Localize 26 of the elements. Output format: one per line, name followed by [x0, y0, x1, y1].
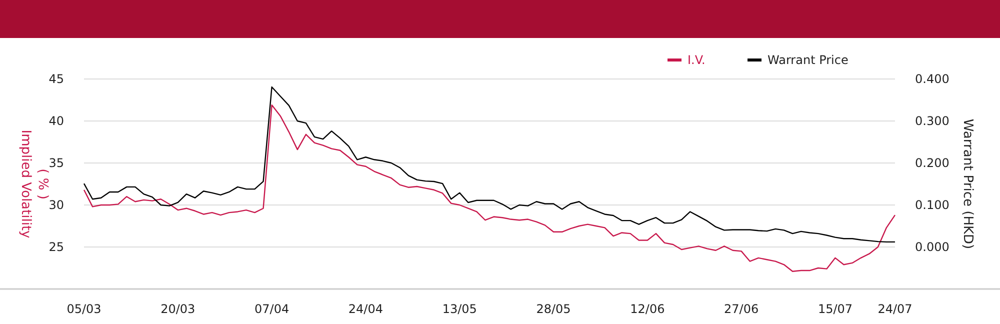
x-tick-label: 07/04: [254, 302, 290, 316]
x-tick-label: 12/06: [630, 302, 665, 316]
y-tick-label: 40: [48, 114, 64, 128]
y-tick-label: 45: [48, 72, 64, 86]
x-tick-label: 05/03: [66, 302, 102, 316]
legend-label: I.V.: [688, 53, 706, 68]
x-tick-label: 24/04: [348, 302, 384, 316]
line-series: [83, 104, 896, 272]
y-tick-label: 30: [48, 198, 64, 212]
legend-label: Warrant Price: [768, 53, 848, 68]
x-tick-label: 28/05: [536, 302, 571, 316]
y2-axis-title: Warrant Price (HKD): [960, 118, 975, 250]
y2-tick-label: 0.300: [915, 114, 950, 128]
y2-tick-label: 0.200: [915, 156, 950, 170]
x-tick-label: 20/03: [160, 302, 196, 316]
y2-tick-label: 0.100: [915, 198, 950, 212]
y-axis-title: Implied Volatility ( % ): [18, 130, 50, 239]
y2-tick-label: 0.000: [915, 240, 950, 254]
y-tick-label: 25: [48, 240, 64, 254]
x-tick-label: 15/07: [818, 302, 853, 316]
x-tick-label: 13/05: [442, 302, 477, 316]
y-tick-label: 35: [48, 156, 64, 170]
x-tick-label: 27/06: [724, 302, 759, 316]
line-series: [83, 86, 896, 243]
y2-tick-label: 0.400: [915, 72, 950, 86]
x-tick-label: 24/07: [878, 302, 912, 316]
